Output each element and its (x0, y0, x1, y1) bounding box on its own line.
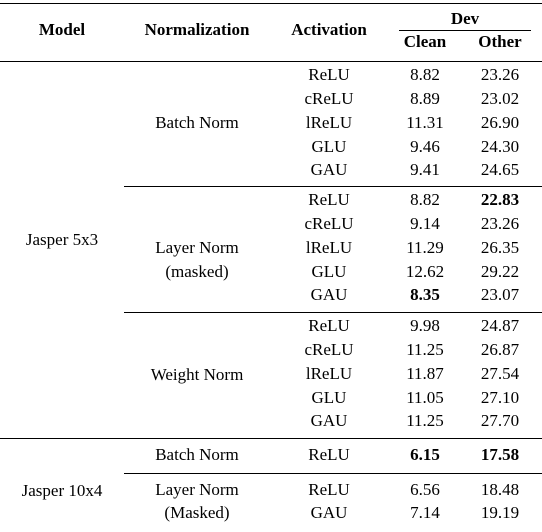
header-normalization: Normalization (144, 20, 250, 39)
cell-other: 18.48 (480, 480, 520, 499)
cell-act: lReLU (305, 364, 353, 383)
cell-clean: 9.98 (410, 316, 440, 335)
cell-clean: 8.82 (410, 190, 440, 209)
cell-other: 22.83 (480, 190, 520, 209)
header-clean: Clean (403, 32, 447, 51)
cell-act: cReLU (304, 340, 354, 359)
cell-act: ReLU (308, 190, 350, 209)
cell-other: 23.07 (480, 285, 520, 304)
cell-act: GLU (311, 388, 347, 407)
cell-act: ReLU (308, 316, 350, 335)
header-rule (0, 61, 542, 62)
cell-act: GAU (310, 285, 348, 304)
rule-bn2-ln2 (124, 473, 542, 474)
header-activation: Activation (291, 20, 367, 39)
rule-bn-ln (124, 186, 542, 187)
cell-act: GLU (311, 262, 347, 281)
cell-act: lReLU (305, 238, 353, 257)
cell-other: 24.65 (480, 160, 520, 179)
cell-clean: 9.46 (410, 137, 440, 156)
header-dev: Dev (450, 9, 480, 28)
cell-act: ReLU (308, 65, 350, 84)
cell-other: 27.10 (480, 388, 520, 407)
cell-act: ReLU (308, 445, 350, 464)
cell-clean: 11.05 (406, 388, 444, 407)
cell-clean: 6.56 (410, 480, 440, 499)
cell-clean: 11.25 (406, 411, 444, 430)
cell-clean: 11.87 (406, 364, 444, 383)
norm-batch-norm-2: Batch Norm (155, 445, 239, 464)
cell-clean: 7.14 (410, 503, 440, 522)
cell-other: 23.02 (480, 89, 520, 108)
cell-clean: 11.31 (406, 113, 444, 132)
cell-act: cReLU (304, 214, 354, 233)
cell-clean: 8.35 (410, 285, 440, 304)
cell-other: 19.19 (480, 503, 520, 522)
rule-ln-wn (124, 312, 542, 313)
cell-other: 26.35 (480, 238, 520, 257)
model-jasper-5x3: Jasper 5x3 (25, 230, 99, 249)
cell-clean: 11.29 (406, 238, 444, 257)
cell-clean: 8.89 (410, 89, 440, 108)
cell-act: GAU (310, 160, 348, 179)
cell-other: 29.22 (480, 262, 520, 281)
header-other: Other (478, 32, 522, 51)
dev-underline (399, 30, 531, 31)
cell-clean: 8.82 (410, 65, 440, 84)
cell-act: GAU (310, 411, 348, 430)
cell-act: GLU (311, 137, 347, 156)
cell-other: 23.26 (480, 65, 520, 84)
header-model: Model (38, 20, 86, 39)
norm-layer-norm-2-line2: (Masked) (164, 503, 230, 522)
cell-other: 23.26 (480, 214, 520, 233)
cell-other: 26.90 (480, 113, 520, 132)
model-jasper-10x4: Jasper 10x4 (21, 481, 103, 500)
cell-act: GAU (310, 503, 348, 522)
norm-layer-norm-line2: (masked) (165, 262, 229, 281)
cell-clean: 9.41 (410, 160, 440, 179)
norm-layer-norm-line1: Layer Norm (155, 238, 239, 257)
cell-clean: 11.25 (406, 340, 444, 359)
cell-other: 24.87 (480, 316, 520, 335)
norm-weight-norm: Weight Norm (150, 365, 244, 384)
cell-clean: 6.15 (410, 445, 440, 464)
norm-layer-norm-2-line1: Layer Norm (155, 480, 239, 499)
cell-act: lReLU (305, 113, 353, 132)
top-rule (0, 3, 542, 4)
cell-act: ReLU (308, 480, 350, 499)
cell-act: cReLU (304, 89, 354, 108)
cell-clean: 12.62 (405, 262, 445, 281)
cell-other: 26.87 (480, 340, 520, 359)
cell-other: 17.58 (480, 445, 520, 464)
model-rule (0, 438, 542, 439)
cell-other: 27.70 (480, 411, 520, 430)
cell-other: 27.54 (480, 364, 520, 383)
cell-other: 24.30 (480, 137, 520, 156)
norm-batch-norm: Batch Norm (155, 113, 239, 132)
cell-clean: 9.14 (410, 214, 440, 233)
